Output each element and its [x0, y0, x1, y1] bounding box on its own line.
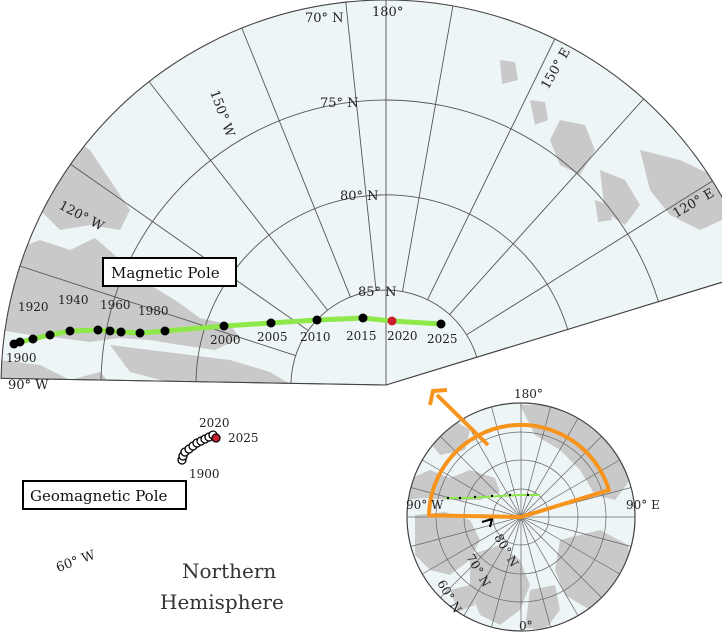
magnetic-pole-point: [266, 318, 276, 328]
magnetic-pole-points: [9, 313, 446, 349]
geomagnetic-pole-points: [177, 430, 221, 465]
magnetic-pole-point: [160, 326, 170, 336]
inset-meridian-line: [410, 487, 522, 518]
mag-year-1920: 1920: [18, 300, 49, 314]
meridian-line: [345, 2, 377, 291]
inset-dot: [473, 495, 477, 499]
mag-year-1900: 1900: [6, 351, 37, 365]
magnetic-pole-point: [116, 327, 126, 337]
magnetic-pole-label: Magnetic Pole: [111, 264, 220, 282]
magnetic-pole-label-box: [102, 257, 237, 287]
mag-year-2010: 2010: [300, 330, 331, 344]
meridian-line: [148, 81, 328, 311]
magnetic-pole-point-highlight: [387, 316, 397, 326]
magnetic-pole-point: [15, 337, 25, 347]
inset-dot: [526, 493, 530, 497]
magnetic-pole-point: [105, 326, 115, 336]
lat-label-70n: 70° N: [305, 11, 344, 26]
magnetic-pole-point: [65, 326, 75, 336]
inset-dot: [446, 496, 450, 500]
mag-year-2015: 2015: [346, 329, 377, 343]
latitude-circle: [195, 194, 569, 382]
meridian-line: [19, 265, 296, 357]
magnetic-pole-track: [11, 315, 444, 347]
inset-highlight-arrow: [435, 393, 490, 447]
inset-dot: [490, 494, 494, 498]
geomagnetic-pole-label: Geomagnetic Pole: [30, 487, 168, 505]
inset-meridian-line: [491, 406, 522, 518]
geomagnetic-pole-label-box: [22, 480, 187, 510]
latitude-circle: [290, 289, 478, 384]
inset-meridian-line: [520, 418, 579, 518]
inset-meridian-line: [440, 436, 522, 518]
inset-meridian-line: [410, 516, 522, 547]
magnetic-pole-point: [219, 321, 229, 331]
meridian-line: [466, 180, 713, 336]
inset-meridian-line: [463, 418, 522, 518]
magnetic-pole-point: [358, 313, 368, 323]
inset-magnetic-dots: [446, 493, 530, 500]
lon-label-180: 180°: [372, 5, 403, 20]
mag-year-2020: 2020: [387, 329, 418, 343]
lat-label-75n: 75° N: [320, 96, 359, 111]
inset-outline: [406, 402, 636, 632]
mag-year-1940: 1940: [58, 293, 89, 307]
inset-meridian-line: [491, 516, 522, 628]
inset-magnetic-track: [445, 494, 540, 499]
inset-dot: [508, 493, 512, 497]
inset-lon-label-90w: 90° W: [406, 498, 444, 512]
magnetic-pole-point: [93, 325, 103, 335]
inset-meridian-line: [520, 516, 632, 547]
mag-year-1960: 1960: [100, 298, 131, 312]
main-map-ocean: [1, 0, 722, 385]
magnetic-pole-point: [135, 328, 145, 338]
inset-dot: [458, 496, 462, 500]
geo-year-2020: 2020: [199, 416, 230, 430]
main-map-outline: [0, 0, 722, 386]
magnetic-pole-point: [28, 334, 38, 344]
inset-meridian-line: [520, 436, 602, 518]
geo-year-1900: 1900: [189, 467, 220, 481]
meridian-line: [70, 163, 309, 331]
inset-meridian-line: [520, 516, 620, 575]
meridian-line: [449, 98, 644, 315]
magnetic-pole-point: [45, 330, 55, 340]
lon-label-90w: 90° W: [8, 378, 49, 393]
inset-lon-label-180: 180°: [514, 387, 543, 401]
inset-meridian-line: [520, 459, 620, 518]
inset-meridian-line: [520, 406, 551, 518]
inset-meridian-line: [520, 516, 551, 628]
hemisphere-label-line2: Hemisphere: [160, 590, 284, 614]
inset-lon-label-90e: 90° E: [626, 498, 660, 512]
lat-label-85n: 85° N: [358, 285, 397, 300]
lon-label-60w: 60° W: [54, 548, 98, 576]
hemisphere-label-line1: Northern: [182, 559, 276, 583]
inset-meridian-line: [463, 516, 522, 616]
inset-geomagnetic-track: [481, 517, 494, 528]
mag-year-2025: 2025: [427, 332, 458, 346]
meridian-line: [402, 5, 454, 292]
inset-lon-label-0: 0°: [519, 619, 533, 633]
inset-meridian-line: [440, 516, 522, 598]
inset-highlight-sector: [427, 422, 611, 519]
mag-year-2005: 2005: [257, 330, 288, 344]
inset-meridian-line: [520, 516, 602, 598]
inset-meridian-line: [422, 459, 522, 518]
mag-year-1980: 1980: [138, 304, 169, 318]
geomagnetic-pole-point-highlight: [211, 433, 221, 443]
meridian-line: [241, 27, 351, 298]
geo-year-2025: 2025: [228, 431, 259, 445]
magnetic-pole-point: [436, 319, 446, 329]
inset-globe: 180° 90° W 90° E 0° 80° N 70° N 60° N: [406, 387, 660, 633]
meridian-line: [427, 38, 556, 300]
mag-year-2000: 2000: [210, 333, 241, 347]
magnetic-pole-point: [312, 315, 322, 325]
inset-highlight-arrow-head: [428, 388, 448, 406]
main-map: 180° 150° W 120° W 90° W 60° W 150° E 12…: [0, 0, 722, 614]
inset-meridian-line: [422, 516, 522, 575]
inset-meridian-line: [520, 516, 579, 616]
lat-label-80n: 80° N: [340, 189, 379, 204]
